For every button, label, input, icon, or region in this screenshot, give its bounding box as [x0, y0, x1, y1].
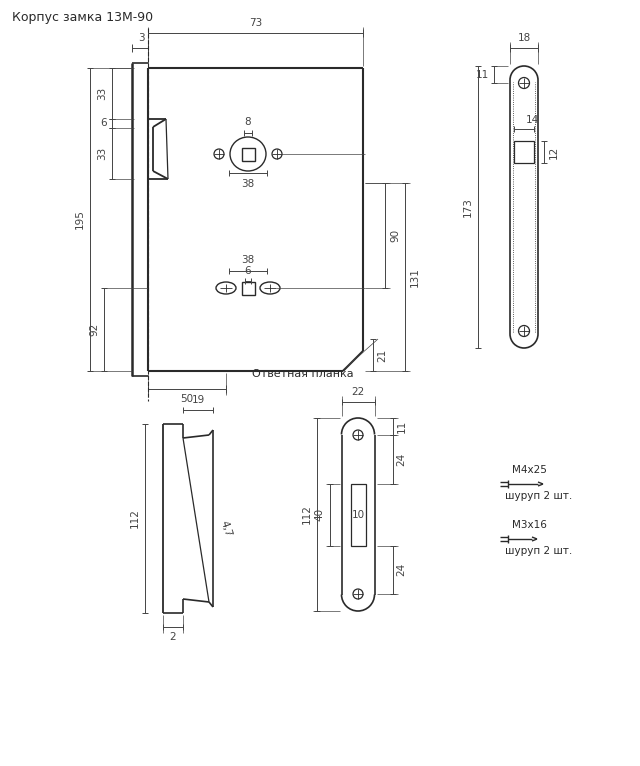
Text: 112: 112 [130, 509, 140, 529]
Text: 112: 112 [301, 505, 312, 525]
Text: Ответная планка: Ответная планка [252, 369, 354, 379]
Bar [351, 483, 365, 545]
Text: 11: 11 [476, 70, 489, 80]
Bar [241, 281, 255, 294]
Text: 24: 24 [397, 563, 406, 576]
Text: 38: 38 [241, 255, 255, 265]
Text: шуруп 2 шт.: шуруп 2 шт. [505, 491, 572, 501]
Text: 24: 24 [397, 453, 406, 466]
Text: 2: 2 [170, 632, 176, 642]
Text: 38: 38 [241, 179, 255, 189]
Text: 12: 12 [549, 146, 559, 159]
Text: 22: 22 [351, 387, 365, 397]
Text: 6: 6 [244, 266, 252, 276]
Text: 3: 3 [138, 33, 144, 43]
Text: 173: 173 [463, 197, 473, 217]
Text: 73: 73 [249, 18, 262, 28]
Text: 33: 33 [97, 147, 107, 160]
Text: 14: 14 [525, 115, 539, 125]
Text: 21: 21 [377, 349, 387, 362]
Text: 6: 6 [100, 119, 107, 129]
Text: 33: 33 [97, 87, 107, 100]
Text: 195: 195 [75, 210, 85, 230]
Text: 4,7: 4,7 [218, 519, 233, 538]
Bar [241, 148, 255, 161]
Text: 11: 11 [397, 420, 406, 433]
Text: 90: 90 [390, 229, 400, 242]
Text: 40: 40 [314, 508, 324, 521]
Text: 131: 131 [410, 267, 420, 287]
Bar [514, 141, 534, 163]
Text: 8: 8 [244, 117, 252, 127]
Text: 18: 18 [517, 33, 531, 43]
Text: 92: 92 [89, 323, 99, 336]
Text: Корпус замка 13М-90: Корпус замка 13М-90 [12, 11, 153, 25]
Text: шуруп 2 шт.: шуруп 2 шт. [505, 546, 572, 556]
Text: 50: 50 [180, 394, 193, 404]
Text: 19: 19 [191, 395, 205, 405]
Text: М3х16: М3х16 [512, 520, 547, 530]
Text: М4х25: М4х25 [512, 465, 547, 475]
Text: 10: 10 [351, 509, 365, 519]
